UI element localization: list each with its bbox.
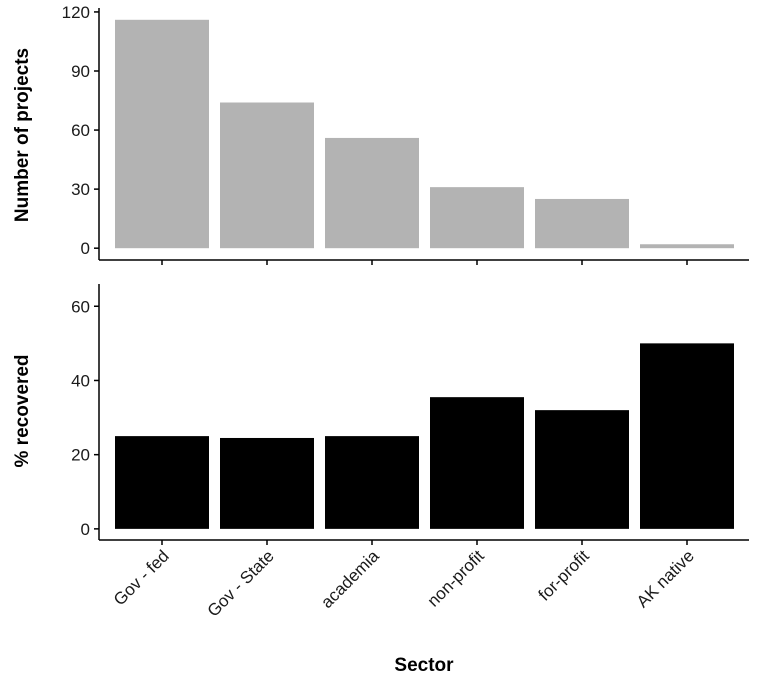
top-bar-gov-fed	[115, 19, 209, 249]
bottom-bar-ak-native	[640, 343, 734, 529]
bottom-bar-academia	[325, 436, 419, 529]
top-y-tick-label: 0	[81, 239, 90, 258]
top-y-tick-label: 30	[71, 180, 90, 199]
top-panel-number-of-projects: 0 30 60 90 120	[62, 3, 749, 265]
top-bar-academia	[325, 137, 419, 249]
x-tick-label-gov-state: Gov - State	[204, 546, 278, 620]
x-tick-label-non-profit: non-profit	[424, 546, 488, 610]
bottom-bar-gov-state	[220, 437, 314, 529]
y-axis-title-top: Number of projects	[12, 48, 33, 222]
x-tick-label-ak-native: AK native	[633, 546, 698, 611]
top-bar-non-profit	[430, 187, 524, 249]
top-bar-gov-state	[220, 102, 314, 249]
bottom-y-tick-label: 60	[71, 297, 90, 316]
bottom-bar-for-profit	[535, 410, 629, 529]
bottom-y-tick-label: 40	[71, 371, 90, 390]
bottom-bar-non-profit	[430, 397, 524, 529]
bottom-y-tick-label: 20	[71, 446, 90, 465]
top-y-tick-label: 90	[71, 62, 90, 81]
top-bar-for-profit	[535, 198, 629, 249]
top-y-tick-label: 120	[62, 3, 90, 22]
x-axis-title: Sector	[394, 655, 454, 676]
x-tick-label-gov-fed: Gov - fed	[110, 546, 173, 609]
bottom-bar-gov-fed	[115, 436, 209, 529]
bottom-panel-percent-recovered: 0 20 40 60 Gov - fed Gov - State academia non-p…	[71, 284, 749, 621]
y-axis-title-bottom: % recovered	[12, 354, 33, 467]
bottom-y-tick-label: 0	[81, 520, 90, 539]
top-bar-ak-native	[640, 244, 734, 249]
top-y-tick-label: 60	[71, 121, 90, 140]
x-tick-label-academia: academia	[317, 546, 383, 612]
x-tick-label-for-profit: for-profit	[535, 546, 593, 604]
